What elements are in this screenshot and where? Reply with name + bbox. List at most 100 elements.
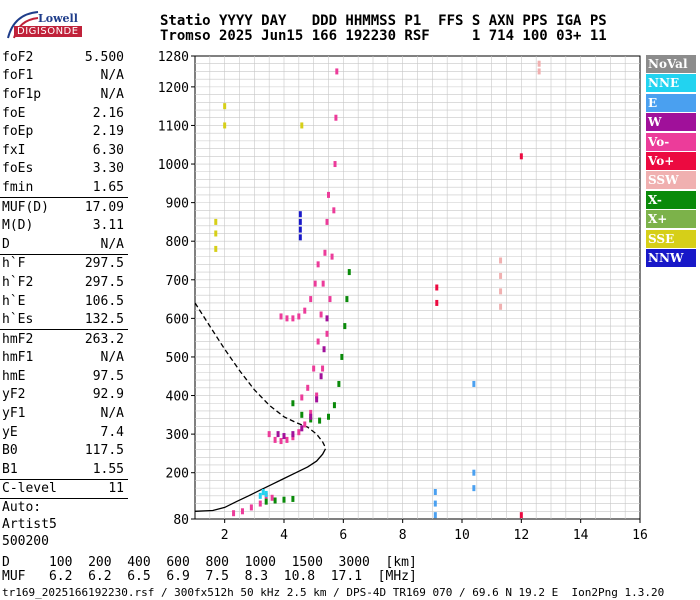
echo-point: [258, 500, 262, 507]
file-info: tr169_2025166192230.rsf / 300fx512h 50 k…: [2, 586, 665, 599]
param-value: N/A: [100, 68, 124, 84]
param-row: h`Es 132.5: [0, 310, 130, 329]
echo-point: [267, 431, 271, 438]
echo-point: [298, 234, 302, 241]
param-value: 263.2: [84, 331, 124, 347]
param-row: B1 1.55: [0, 460, 130, 479]
param-row: foE 2.16: [0, 104, 130, 123]
x-tick-label: 16: [632, 528, 648, 543]
param-name: B0: [2, 443, 18, 459]
y-tick-label: 700: [166, 274, 189, 289]
legend-item: E: [646, 93, 696, 112]
param-row: hmE 97.5: [0, 367, 130, 386]
echo-point: [499, 272, 503, 279]
echo-point: [258, 492, 262, 499]
echo-point: [223, 103, 227, 110]
echo-point: [325, 218, 329, 225]
echo-point: [214, 230, 218, 237]
echo-point: [335, 68, 339, 75]
echo-point: [264, 492, 268, 499]
echo-point: [337, 380, 341, 387]
echo-point: [273, 497, 277, 504]
param-name: yF1: [2, 406, 26, 422]
param-separator: [0, 328, 128, 330]
param-name: foEs: [2, 161, 34, 177]
param-value: 97.5: [92, 368, 124, 384]
echo-point: [291, 315, 295, 322]
echo-point: [433, 500, 437, 507]
profile-solid-curve: [194, 448, 327, 512]
param-row: D N/A: [0, 235, 130, 254]
x-tick-label: 12: [514, 528, 530, 543]
echo-point: [291, 400, 295, 407]
echo-point: [315, 392, 319, 399]
echo-point: [315, 396, 319, 403]
legend-item: NoVal: [646, 55, 696, 73]
param-value: 1.65: [92, 179, 124, 195]
param-name: foF1: [2, 68, 34, 84]
autoscale-info: Auto:: [2, 500, 42, 516]
y-tick-label: 500: [166, 351, 189, 366]
echo-point: [332, 207, 336, 214]
echo-point: [303, 421, 307, 428]
legend-item: SSW: [646, 171, 696, 190]
echo-point: [240, 508, 244, 515]
x-tick-label: 4: [280, 528, 288, 543]
echo-point: [298, 211, 302, 218]
param-row: C-level 11: [0, 480, 130, 499]
legend-item: Vo-: [646, 132, 696, 151]
param-name: C-level: [2, 481, 57, 497]
param-row: fxI 6.30: [0, 141, 130, 160]
echo-point: [291, 495, 295, 502]
echo-point: [316, 261, 320, 268]
param-value: 297.5: [84, 256, 124, 272]
param-row: hmF1 N/A: [0, 349, 130, 368]
echo-point: [279, 438, 283, 445]
param-row: h`F2 297.5: [0, 273, 130, 292]
echo-point: [282, 496, 286, 503]
echo-point: [499, 257, 503, 264]
param-separator: [0, 478, 128, 480]
param-name: foF2: [2, 49, 34, 65]
param-name: M(D): [2, 218, 34, 234]
param-value: N/A: [100, 86, 124, 102]
param-row: foF2 5.500: [0, 48, 130, 67]
echo-point: [309, 416, 313, 423]
echo-point: [435, 299, 439, 306]
echo-point: [300, 122, 304, 129]
legend-item: SSE: [646, 229, 696, 248]
param-name: hmF2: [2, 331, 34, 347]
echo-point: [328, 296, 332, 303]
echo-point: [319, 311, 323, 318]
echo-point: [303, 307, 307, 314]
echo-point: [298, 226, 302, 233]
echo-point: [313, 280, 317, 287]
y-tick-label: 1200: [158, 81, 189, 96]
param-name: h`Es: [2, 312, 34, 328]
autoscale-info: 500200: [2, 534, 49, 550]
param-name: hmE: [2, 368, 26, 384]
echo-point: [322, 346, 326, 353]
muf-table: D 100 200 400 600 800 1000 1500 3000 [km…: [2, 556, 417, 584]
echo-point: [340, 353, 344, 360]
y-tick-label: 1000: [158, 158, 189, 173]
echo-point: [499, 303, 503, 310]
echo-point: [318, 417, 322, 424]
param-value: 1.55: [92, 461, 124, 477]
muf-distance-row: D 100 200 400 600 800 1000 1500 3000 [km…: [2, 555, 417, 570]
echo-point: [347, 269, 351, 276]
echo-point: [332, 402, 336, 409]
parameter-panel: foF2 5.500 foF1 N/A foF1p N/A foE 2.16 foEp 2.19 f…: [0, 48, 130, 550]
param-name: h`F2: [2, 274, 34, 290]
echo-point: [309, 409, 313, 416]
y-tick-label: 600: [166, 312, 189, 327]
param-name: foE: [2, 105, 26, 121]
param-value: 132.5: [84, 312, 124, 328]
echo-point: [435, 284, 439, 291]
echo-point: [519, 153, 523, 160]
y-tick-label: 800: [166, 235, 189, 250]
profile-dashed-curve: [194, 302, 327, 448]
x-tick-label: 6: [339, 528, 347, 543]
echo-point: [282, 433, 286, 440]
echo-point: [333, 161, 337, 168]
